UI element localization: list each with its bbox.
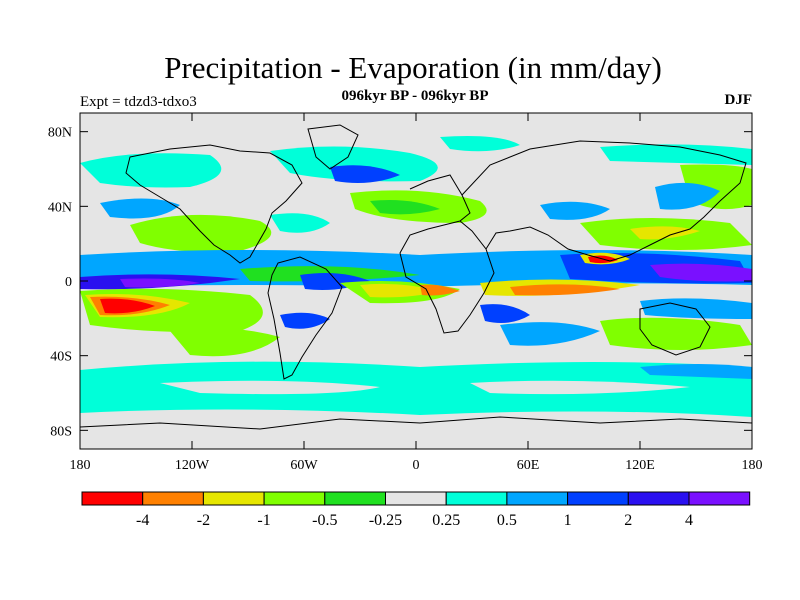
colorbar-box bbox=[202, 491, 265, 506]
colorbar-label: -0.5 bbox=[312, 512, 337, 529]
colorbar-boxes bbox=[81, 491, 751, 506]
season-label: DJF bbox=[724, 92, 753, 108]
midlatitude-features bbox=[130, 190, 752, 252]
lat-tick-label: 40S bbox=[50, 350, 72, 365]
australia-coast bbox=[639, 302, 711, 356]
colorbar-box bbox=[688, 491, 751, 506]
greenland-coast bbox=[307, 124, 359, 170]
colorbar-label: 0.25 bbox=[432, 512, 460, 529]
colorbar-box bbox=[627, 491, 690, 506]
colorbar-label: -4 bbox=[136, 512, 149, 529]
field-layer bbox=[80, 113, 752, 449]
lat-tick-label: 40N bbox=[48, 200, 72, 215]
colorbar-box bbox=[81, 491, 144, 506]
north-america-coast bbox=[125, 144, 303, 264]
lat-tick-label: 80N bbox=[48, 126, 72, 141]
plot-subtitle: 096kyr BP - 096kyr BP bbox=[341, 88, 489, 104]
colorbar-box bbox=[445, 491, 508, 506]
colorbar-label: -0.25 bbox=[369, 512, 402, 529]
lat-tick-label: 80S bbox=[50, 424, 72, 439]
plot-title: Precipitation - Evaporation (in mm/day) bbox=[164, 50, 662, 85]
latitude-axis: 80N 40N 0 40S 80S bbox=[48, 126, 752, 439]
colorbar-label: 0.5 bbox=[497, 512, 517, 529]
colorbar-label: -1 bbox=[257, 512, 270, 529]
lat-tick-label: 0 bbox=[65, 275, 72, 290]
colorbar-box bbox=[385, 491, 447, 506]
lon-tick-label: 120W bbox=[175, 458, 210, 473]
lon-tick-label: 180 bbox=[70, 458, 91, 473]
northern-high-latitude-band bbox=[80, 136, 752, 219]
colorbar-label: 2 bbox=[624, 512, 632, 529]
coastlines bbox=[80, 124, 752, 430]
south-america-coast bbox=[267, 256, 343, 380]
colorbar-box bbox=[263, 491, 326, 506]
lon-tick-label: 60E bbox=[517, 458, 540, 473]
colorbar-label: 4 bbox=[685, 512, 693, 529]
lon-tick-label: 0 bbox=[413, 458, 420, 473]
eurasia-coast bbox=[461, 140, 747, 262]
colorbar-label: -2 bbox=[197, 512, 210, 529]
southern-ocean-band bbox=[80, 361, 752, 417]
colorbar-label: 1 bbox=[564, 512, 572, 529]
experiment-label: Expt = tdzd3-tdxo3 bbox=[80, 94, 197, 110]
colorbar-box bbox=[567, 491, 629, 506]
lon-tick-label: 60W bbox=[290, 458, 318, 473]
precip-evap-map: 80N 40N 0 40S 80S 180 120W 60W 0 60E 120E 180 bbox=[48, 112, 763, 473]
colorbar-labels: -4 -2 -1 -0.5 -0.25 0.25 0.5 1 2 4 bbox=[136, 512, 693, 529]
colorbar: -4 -2 -1 -0.5 -0.25 0.25 0.5 1 2 4 bbox=[81, 491, 751, 529]
colorbar-box bbox=[324, 491, 387, 506]
lon-tick-label: 180 bbox=[742, 458, 763, 473]
antarctica-coast bbox=[80, 416, 752, 430]
lon-tick-label: 120E bbox=[625, 458, 655, 473]
europe-africa-coast bbox=[399, 174, 495, 334]
longitude-axis: 180 120W 60W 0 60E 120E 180 bbox=[70, 113, 763, 473]
colorbar-box bbox=[142, 491, 204, 506]
colorbar-box bbox=[506, 491, 569, 506]
